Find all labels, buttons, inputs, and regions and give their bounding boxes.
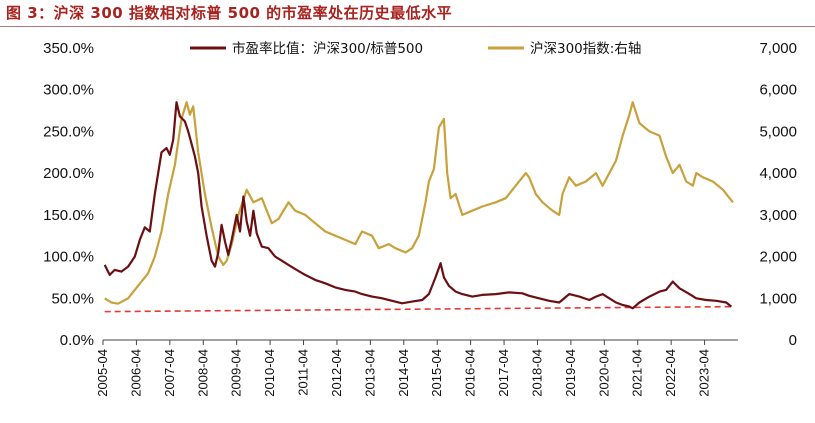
legend-label: 市盈率比值：沪深300/标普500: [232, 40, 423, 57]
x-tick-label: 2016-04: [463, 349, 478, 397]
y-right-tick-label: 2,000: [759, 249, 797, 266]
y-left-tick-label: 350.0%: [43, 40, 94, 57]
y-right-tick-label: 7,000: [759, 40, 797, 57]
axes: 0.0% 50.0% 100.0% 150.0% 200.0% 250.0% 300.0% 3…: [43, 40, 797, 397]
y-right-tick-label: 0: [789, 332, 797, 349]
x-tick-label: 2019-04: [563, 349, 578, 397]
y-left-tick-label: 0.0%: [60, 332, 94, 349]
x-tick-label: 2011-04: [296, 349, 311, 396]
x-tick-label: 2007-04: [162, 349, 177, 397]
pe-ratio-series-line: [103, 101, 732, 310]
x-tick-label: 2010-04: [262, 349, 277, 397]
x-tick-label: 2008-04: [195, 349, 210, 397]
y-right-tick-label: 6,000: [759, 82, 797, 99]
x-tick-label: 2009-04: [229, 349, 244, 397]
x-tick-label: 2017-04: [496, 349, 511, 397]
y-left-tick-label: 300.0%: [43, 82, 94, 99]
y-left-tick-label: 250.0%: [43, 123, 94, 140]
y-left-tick-label: 150.0%: [43, 207, 94, 224]
title-rule: [0, 26, 815, 27]
legend-label: 沪深300指数:右轴: [530, 41, 641, 57]
y-right-tick-label: 3,000: [759, 207, 797, 224]
y-right-tick-label: 1,000: [759, 290, 797, 307]
x-tick-label: 2023-04: [697, 349, 712, 397]
x-tick-label: 2021-04: [630, 349, 645, 397]
legend: 市盈率比值：沪深300/标普500 沪深300指数:右轴: [190, 40, 641, 57]
reference-dashed-line: [104, 305, 733, 313]
x-tick-label: 2012-04: [329, 349, 344, 397]
x-tick-label: 2014-04: [396, 349, 411, 397]
series-group: [103, 101, 734, 310]
y-left-tick-label: 100.0%: [43, 249, 94, 266]
x-tick-label: 2005-04: [95, 349, 110, 397]
figure-title: 图 3：沪深 300 指数相对标普 500 的市盈率处在历史最低水平: [6, 4, 453, 22]
csi300-index-series-line: [104, 101, 734, 305]
x-tick-label: 2006-04: [128, 349, 143, 397]
x-tick-label: 2020-04: [596, 349, 611, 397]
x-tick-label: 2013-04: [362, 349, 377, 397]
y-right-tick-label: 5,000: [759, 123, 797, 140]
x-tick-label: 2018-04: [529, 349, 544, 397]
y-left-tick-label: 200.0%: [43, 165, 94, 182]
x-tick-label: 2022-04: [663, 349, 678, 397]
x-tick-label: 2015-04: [429, 349, 444, 397]
y-right-tick-label: 4,000: [759, 165, 797, 182]
reference-line: [104, 305, 733, 313]
y-left-tick-label: 50.0%: [51, 290, 94, 307]
